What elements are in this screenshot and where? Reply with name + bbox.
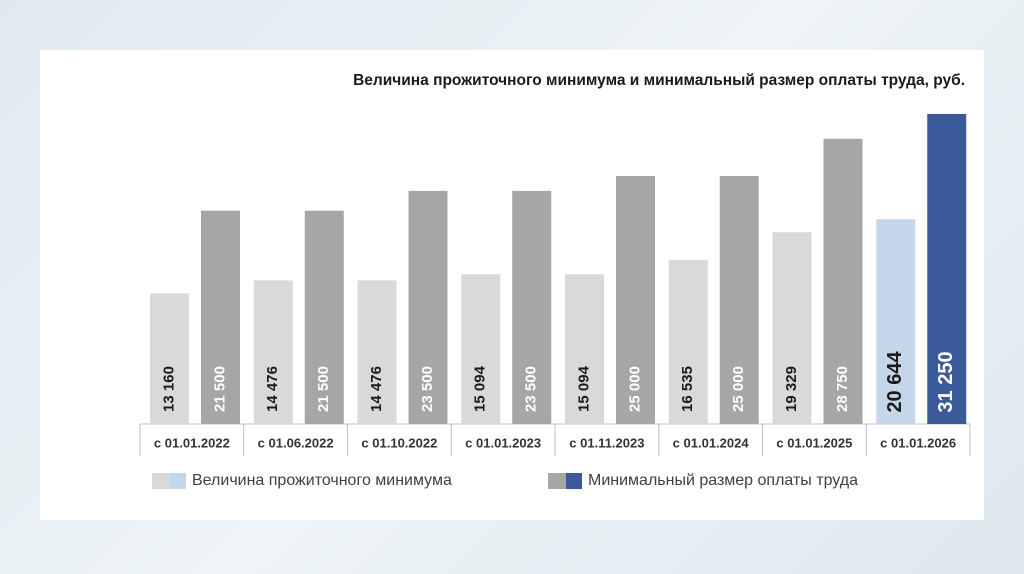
x-tick-label: с 01.01.2022 — [154, 435, 230, 450]
bar — [512, 190, 552, 424]
legend-swatch — [566, 473, 582, 489]
bar — [668, 259, 708, 424]
bar — [772, 232, 812, 424]
legend-swatch — [548, 473, 566, 489]
bar — [357, 280, 397, 424]
x-tick-label: с 01.01.2023 — [465, 435, 541, 450]
data-label: 23 500 — [523, 366, 540, 412]
legend-label: Величина прожиточного минимума — [192, 472, 452, 489]
bar — [201, 210, 240, 424]
data-label: 19 329 — [783, 366, 800, 412]
bar — [408, 190, 448, 424]
bar — [461, 274, 501, 424]
x-tick-label: с 01.10.2022 — [361, 435, 437, 450]
x-tick-label: с 01.01.2025 — [776, 435, 852, 450]
x-tick-label: с 01.11.2023 — [569, 435, 644, 450]
data-label: 14 476 — [264, 366, 281, 412]
bar — [565, 274, 604, 424]
bar — [927, 114, 967, 424]
data-label: 23 500 — [419, 366, 436, 412]
bar — [150, 293, 189, 424]
bar — [253, 280, 293, 424]
x-tick-label: с 01.01.2026 — [880, 435, 956, 450]
legend-swatch — [170, 473, 186, 489]
data-label: 28 750 — [834, 366, 851, 412]
legend-label: Минимальный размер оплаты труда — [588, 472, 858, 489]
data-label: 31 250 — [935, 351, 957, 412]
x-tick-label: с 01.01.2024 — [673, 435, 750, 450]
data-label: 21 500 — [315, 366, 332, 412]
data-label: 25 000 — [626, 366, 643, 412]
data-label: 16 535 — [679, 366, 696, 412]
data-label: 15 094 — [575, 365, 592, 412]
bar — [616, 176, 655, 424]
bar — [304, 210, 344, 424]
bar — [823, 138, 863, 425]
data-label: 13 160 — [160, 366, 177, 412]
data-label: 14 476 — [368, 366, 385, 412]
data-label: 15 094 — [472, 365, 489, 412]
data-label: 20 644 — [884, 351, 906, 413]
bar — [719, 176, 759, 424]
bar — [876, 219, 916, 424]
x-tick-label: с 01.06.2022 — [258, 435, 334, 450]
chart-title: Величина прожиточного минимума и минимал… — [353, 72, 965, 89]
data-label: 25 000 — [730, 366, 747, 412]
legend-swatch — [152, 473, 170, 489]
data-label: 21 500 — [211, 366, 228, 412]
